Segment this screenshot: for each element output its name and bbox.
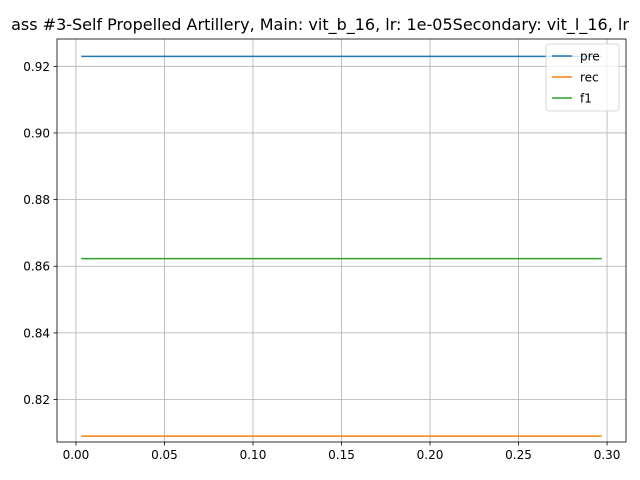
legend-label-rec: rec [580, 71, 599, 85]
y-axis: 0.82 0.84 0.86 0.88 0.90 0.92 [23, 60, 57, 407]
x-tick-label: 0.10 [240, 448, 267, 462]
x-tick-label: 0.30 [594, 448, 621, 462]
legend: pre rec f1 [545, 43, 620, 112]
x-tick-label: 0.20 [417, 448, 444, 462]
y-tick-label: 0.84 [23, 326, 50, 340]
x-tick-label: 0.25 [505, 448, 532, 462]
y-tick-label: 0.86 [23, 260, 50, 274]
x-axis: 0.00 0.05 0.10 0.15 0.20 0.25 0.30 [63, 442, 621, 462]
legend-label-pre: pre [580, 50, 600, 64]
y-tick-label: 0.88 [23, 193, 50, 207]
series-lines [81, 55, 602, 437]
x-tick-label: 0.05 [151, 448, 178, 462]
y-tick-label: 0.92 [23, 60, 50, 74]
chart-title: ass #3-Self Propelled Artillery, Main: v… [11, 15, 629, 35]
legend-box [545, 43, 620, 112]
y-tick-label: 0.90 [23, 126, 50, 140]
x-tick-label: 0.15 [328, 448, 355, 462]
y-tick-label: 0.82 [23, 393, 50, 407]
grid [57, 39, 626, 442]
legend-label-f1: f1 [580, 92, 592, 106]
x-tick-label: 0.00 [63, 448, 90, 462]
